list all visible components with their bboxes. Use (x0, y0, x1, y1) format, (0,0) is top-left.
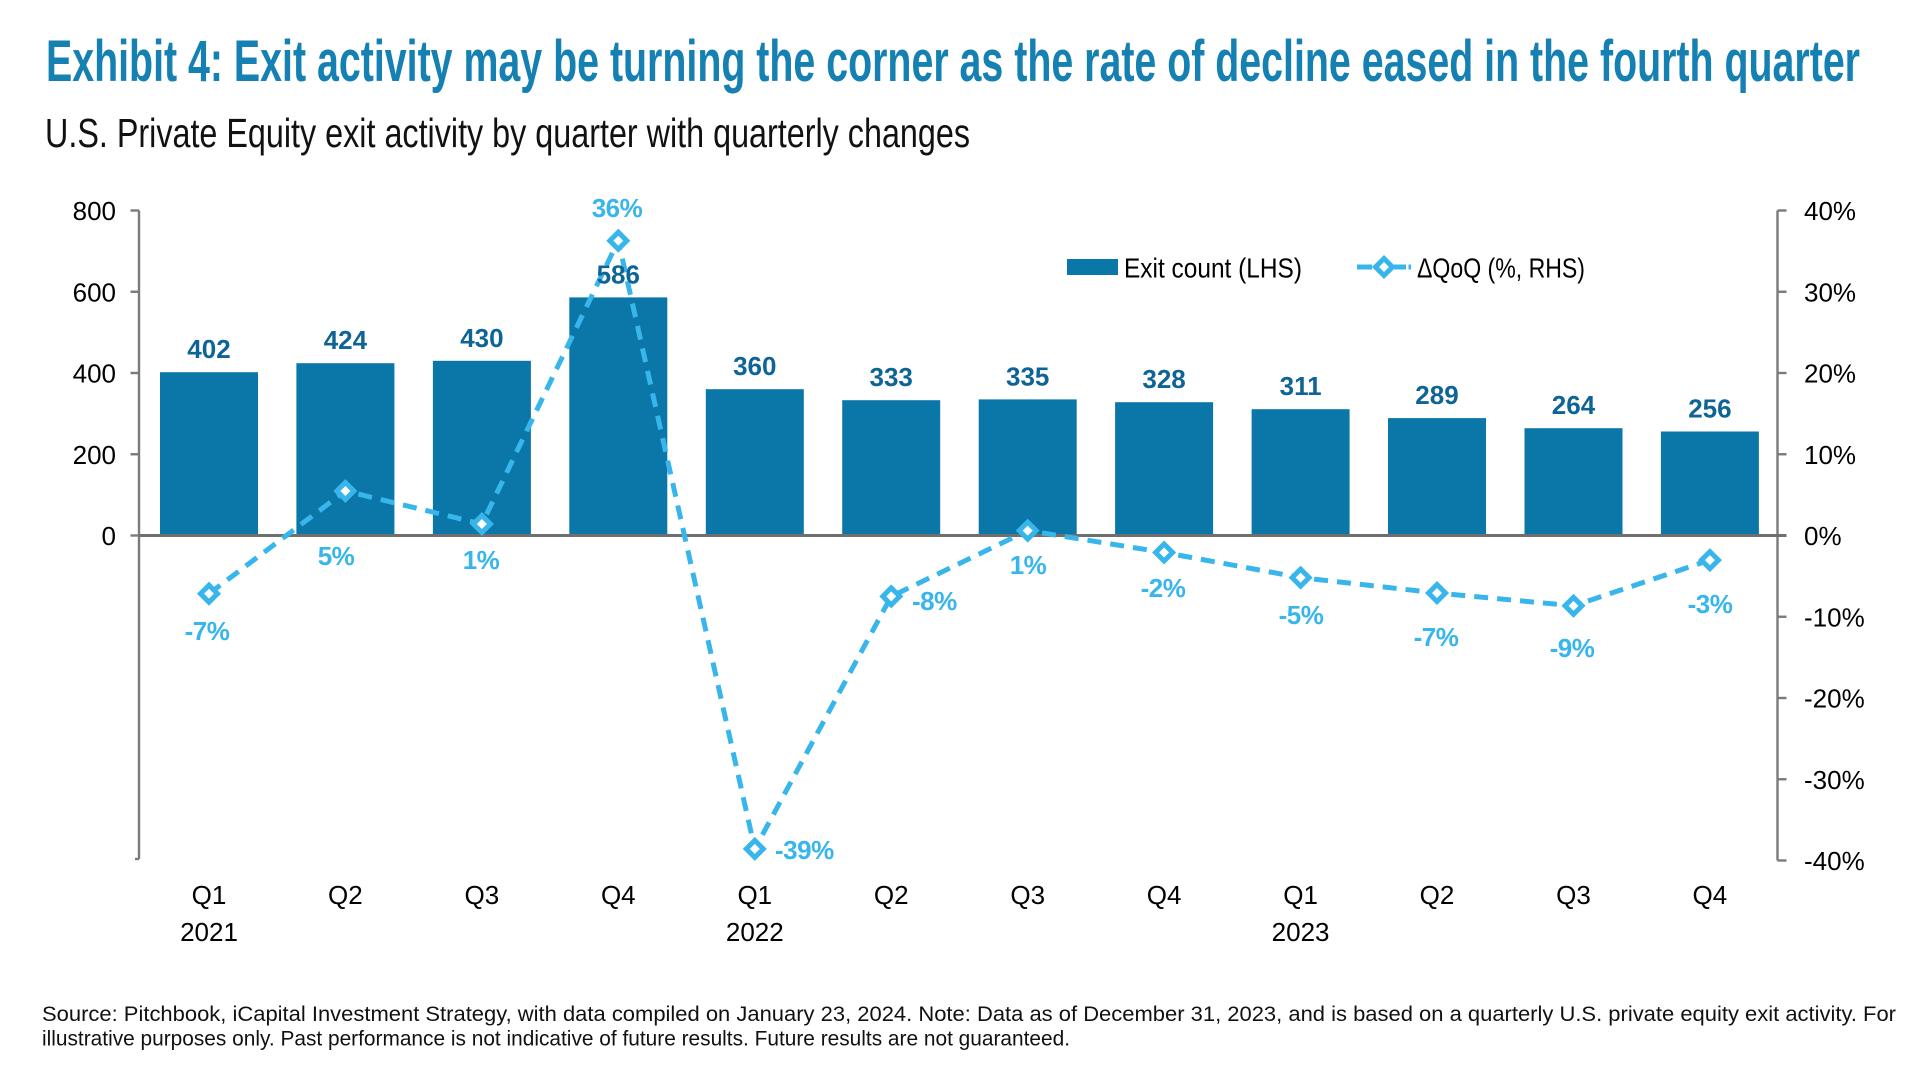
svg-text:Q3: Q3 (465, 880, 500, 910)
svg-text:Q2: Q2 (328, 880, 363, 910)
svg-text:256: 256 (1688, 394, 1731, 424)
svg-text:1%: 1% (1010, 550, 1047, 580)
svg-text:-7%: -7% (185, 616, 230, 646)
svg-text:Q4: Q4 (601, 880, 636, 910)
svg-text:430: 430 (460, 323, 503, 353)
svg-text:333: 333 (870, 362, 913, 392)
svg-text:Q4: Q4 (1147, 880, 1182, 910)
svg-text:36%: 36% (592, 193, 643, 223)
svg-text:illustrative purposes only. Pa: illustrative purposes only. Past perform… (42, 1028, 1070, 1051)
svg-text:10%: 10% (1804, 440, 1856, 470)
svg-text:30%: 30% (1804, 277, 1856, 307)
svg-text:Source: Pitchbook, iCapital In: Source: Pitchbook, iCapital Investment S… (42, 1003, 1896, 1026)
svg-text:-30%: -30% (1804, 765, 1865, 795)
svg-text:424: 424 (324, 325, 368, 355)
svg-text:-8%: -8% (912, 586, 957, 616)
svg-text:-7%: -7% (1414, 622, 1459, 652)
svg-text:264: 264 (1552, 390, 1596, 420)
svg-text:Q1: Q1 (192, 880, 227, 910)
svg-text:Exit count (LHS): Exit count (LHS) (1124, 253, 1302, 284)
svg-text:1%: 1% (463, 545, 500, 575)
svg-text:Q3: Q3 (1010, 880, 1045, 910)
svg-text:0: 0 (102, 521, 116, 551)
svg-text:360: 360 (733, 351, 776, 381)
svg-text:400: 400 (73, 359, 116, 389)
svg-text:Q2: Q2 (874, 880, 909, 910)
svg-text:-9%: -9% (1550, 633, 1595, 663)
svg-text:ΔQoQ (%, RHS): ΔQoQ (%, RHS) (1417, 253, 1585, 284)
svg-text:-5%: -5% (1279, 600, 1324, 630)
svg-text:0%: 0% (1804, 521, 1842, 551)
svg-text:-40%: -40% (1804, 846, 1865, 876)
svg-text:328: 328 (1142, 364, 1185, 394)
svg-text:Exhibit 4: Exit activity may b: Exhibit 4: Exit activity may be turning … (46, 29, 1860, 94)
svg-text:Q3: Q3 (1556, 880, 1591, 910)
svg-text:-10%: -10% (1804, 602, 1865, 632)
svg-text:-2%: -2% (1141, 573, 1186, 603)
svg-text:289: 289 (1415, 380, 1458, 410)
svg-text:200: 200 (73, 440, 116, 470)
svg-text:402: 402 (187, 334, 230, 364)
svg-text:2023: 2023 (1272, 917, 1330, 947)
svg-text:311: 311 (1280, 371, 1322, 401)
svg-text:U.S. Private Equity exit activ: U.S. Private Equity exit activity by qua… (45, 110, 970, 156)
svg-text:-39%: -39% (775, 835, 834, 865)
svg-text:Q1: Q1 (1283, 880, 1318, 910)
svg-text:5%: 5% (318, 541, 355, 571)
svg-text:586: 586 (597, 259, 640, 289)
svg-text:Q2: Q2 (1420, 880, 1455, 910)
svg-text:-3%: -3% (1688, 589, 1733, 619)
svg-text:2021: 2021 (180, 917, 238, 947)
svg-text:Q1: Q1 (737, 880, 772, 910)
svg-text:800: 800 (73, 196, 116, 226)
svg-text:-20%: -20% (1804, 684, 1865, 714)
svg-text:2022: 2022 (726, 917, 784, 947)
svg-text:Q4: Q4 (1693, 880, 1728, 910)
svg-text:335: 335 (1006, 361, 1049, 391)
svg-text:600: 600 (73, 277, 116, 307)
svg-text:20%: 20% (1804, 359, 1856, 389)
svg-text:40%: 40% (1804, 196, 1856, 226)
